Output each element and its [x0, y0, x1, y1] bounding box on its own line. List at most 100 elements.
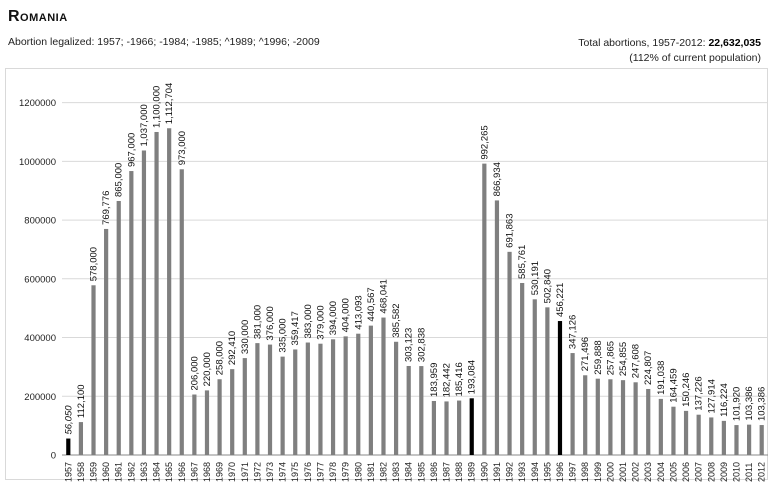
data-label-1983: 385,582	[391, 303, 402, 337]
x-tick-label-2012: 2012	[757, 462, 767, 482]
data-label-2002: 247,608	[631, 344, 642, 378]
x-tick-label-1971: 1971	[240, 462, 250, 482]
data-label-1961: 865,000	[114, 163, 125, 197]
bar-2000	[608, 379, 613, 455]
bar-1965	[167, 128, 172, 455]
x-tick-label-1993: 1993	[517, 462, 527, 482]
x-tick-label-1959: 1959	[89, 462, 99, 482]
bar-1984	[406, 365, 411, 455]
bar-2005	[671, 406, 676, 455]
data-label-2001: 254,855	[618, 342, 629, 376]
x-tick-label-1997: 1997	[568, 462, 578, 482]
bar-1997	[570, 353, 575, 455]
bar-2010	[734, 425, 739, 455]
data-label-1963: 1,037,000	[139, 104, 150, 146]
data-label-1969: 258,000	[215, 341, 226, 375]
y-tick-label: 400000	[24, 333, 56, 344]
bar-1980	[356, 333, 361, 455]
data-label-1971: 330,000	[240, 320, 251, 354]
bar-1959	[91, 285, 96, 455]
bar-1978	[330, 339, 336, 455]
bar-1961	[116, 200, 121, 455]
bar-2001	[620, 380, 626, 455]
x-tick-label-1970: 1970	[227, 462, 237, 482]
x-tick-label-1994: 1994	[530, 462, 540, 482]
x-tick-label-2001: 2001	[618, 462, 628, 482]
x-tick-label-1960: 1960	[101, 462, 111, 482]
data-label-2010: 101,920	[731, 387, 742, 421]
data-label-1995: 502,840	[542, 269, 553, 303]
chart-frame	[5, 68, 768, 480]
bar-2008	[709, 417, 714, 455]
x-tick-label-1998: 1998	[580, 462, 590, 482]
x-tick-label-1979: 1979	[341, 462, 351, 482]
data-label-2012: 103,386	[757, 387, 768, 421]
total-label: Total abortions, 1957-2012:	[578, 37, 706, 49]
bar-2006	[683, 410, 689, 455]
bar-1970	[230, 369, 235, 455]
x-tick-label-1969: 1969	[215, 462, 225, 482]
data-label-1981: 440,567	[366, 287, 377, 321]
chart-title: Romania	[8, 8, 68, 25]
data-label-2007: 137,226	[694, 376, 705, 410]
data-label-1965: 1,112,704	[164, 83, 175, 125]
data-label-1970: 292,410	[227, 331, 238, 365]
data-label-1990: 992,265	[479, 125, 490, 159]
data-label-1964: 1,100,000	[152, 86, 163, 128]
x-tick-label-1982: 1982	[378, 462, 388, 482]
bar-1960	[104, 228, 109, 455]
bar-1991	[494, 200, 500, 455]
data-label-1977: 379,000	[315, 305, 326, 339]
data-label-2003: 224,807	[643, 351, 654, 385]
data-label-1972: 381,000	[252, 305, 263, 339]
bar-1990	[482, 163, 487, 455]
data-label-1984: 303,123	[404, 328, 415, 362]
x-tick-label-2009: 2009	[719, 462, 729, 482]
bar-1972	[255, 343, 260, 455]
bar-1964	[154, 131, 159, 455]
bar-1976	[305, 342, 310, 455]
bar-1982	[381, 317, 386, 455]
data-label-1985: 302,838	[416, 328, 427, 362]
bar-1994	[532, 299, 537, 455]
data-label-1999: 259,888	[593, 340, 604, 374]
bar-1969	[217, 379, 222, 455]
data-label-1997: 347,126	[568, 315, 579, 349]
bar-1987	[444, 401, 449, 455]
y-tick-label: 600000	[24, 274, 56, 285]
x-tick-label-1963: 1963	[139, 462, 149, 482]
bar-2003	[646, 388, 651, 455]
data-label-2011: 103,386	[744, 386, 755, 420]
bar-1973	[267, 344, 273, 455]
bar-1988	[457, 400, 462, 455]
data-label-1992: 691,863	[505, 213, 516, 247]
x-tick-label-1984: 1984	[404, 462, 414, 482]
bar-1998	[583, 375, 588, 455]
bar-2007	[696, 414, 701, 455]
legalization-subtitle: Abortion legalized: 1957; -1966; -1984; …	[8, 36, 320, 48]
x-tick-label-1962: 1962	[126, 462, 136, 482]
x-tick-label-1991: 1991	[492, 462, 502, 482]
data-label-1960: 769,776	[101, 191, 112, 225]
bar-1985	[419, 366, 424, 455]
x-tick-label-1961: 1961	[114, 462, 124, 482]
x-tick-label-2005: 2005	[668, 462, 678, 482]
data-label-1967: 206,000	[189, 356, 200, 390]
data-label-1958: 112,100	[76, 384, 87, 418]
bar-1999	[595, 378, 600, 455]
data-label-1989: 193,084	[467, 360, 478, 394]
data-label-1978: 394,000	[328, 301, 339, 335]
bar-2002	[633, 382, 638, 455]
x-tick-label-2002: 2002	[631, 462, 641, 482]
data-label-1979: 404,000	[341, 298, 352, 332]
x-tick-label-1978: 1978	[328, 462, 338, 482]
x-tick-label-1972: 1972	[252, 462, 262, 482]
data-label-2004: 191,038	[656, 361, 667, 395]
bar-1974	[280, 356, 285, 455]
x-tick-label-1976: 1976	[303, 462, 313, 482]
x-tick-label-2007: 2007	[694, 462, 704, 482]
data-label-1987: 182,442	[442, 363, 453, 397]
x-tick-label-1977: 1977	[315, 462, 325, 482]
data-label-2005: 164,459	[668, 368, 679, 402]
